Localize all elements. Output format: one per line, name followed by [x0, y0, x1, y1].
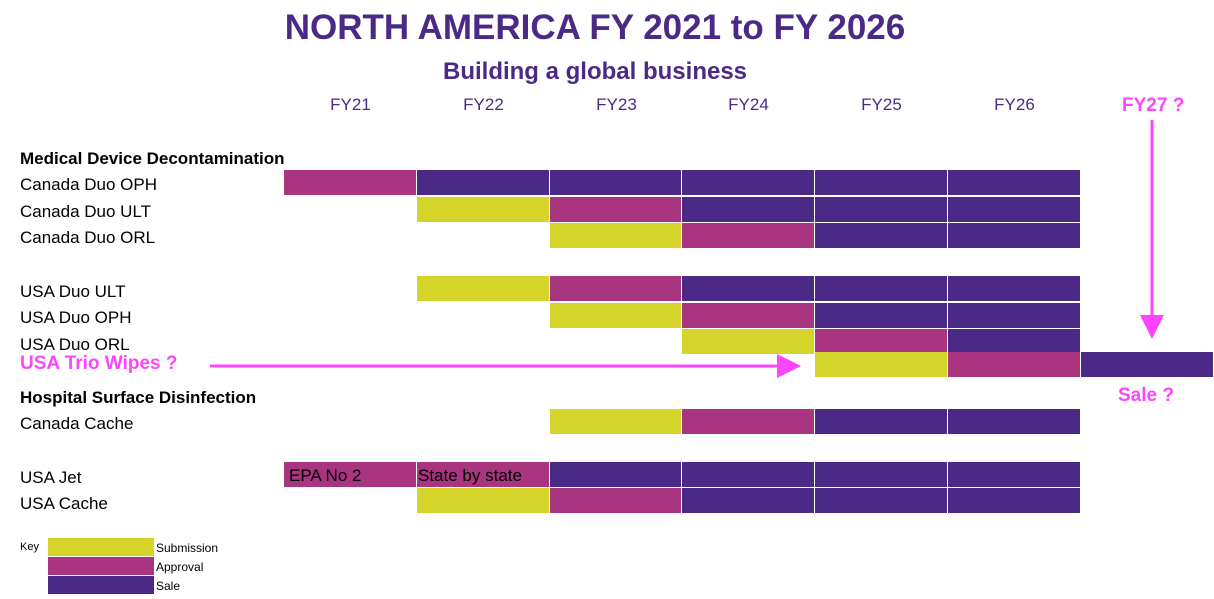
timeline-cell-submission	[550, 303, 682, 329]
timeline-cell-sale	[417, 170, 550, 196]
year-header-fy21: FY21	[330, 95, 371, 114]
timeline-cell-submission	[815, 352, 948, 378]
key-swatch-submission	[48, 538, 154, 556]
key-swatch-approval	[48, 557, 154, 575]
timeline-cell-sale	[682, 197, 815, 223]
page-title: NORTH AMERICA FY 2021 to FY 2026	[284, 8, 906, 47]
timeline-cell-sale	[682, 488, 815, 514]
year-header-fy26: FY26	[994, 95, 1035, 114]
section-medical-device: Medical Device Decontamination	[20, 149, 285, 168]
page-subtitle: Building a global business	[442, 58, 748, 85]
row-label-canada-duo-ult: Canada Duo ULT	[20, 202, 152, 221]
row-label-usa-jet: USA Jet	[20, 468, 82, 487]
usa-trio-wipes-label: USA Trio Wipes ?	[20, 353, 178, 374]
timeline-cell-sale	[948, 409, 1081, 435]
timeline-cell-approval	[550, 488, 682, 514]
timeline-cell-sale	[815, 276, 948, 302]
timeline-cell-sale	[682, 462, 815, 488]
year-header-fy23: FY23	[596, 95, 637, 114]
timeline-cell-submission	[550, 409, 682, 435]
timeline-cell-submission	[682, 329, 815, 355]
timeline-cell-sale	[948, 462, 1081, 488]
timeline-cell-submission	[417, 488, 550, 514]
year-header-fy22: FY22	[463, 95, 504, 114]
row-label-canada-duo-oph: Canada Duo OPH	[20, 175, 158, 194]
timeline-cell-approval	[550, 276, 682, 302]
timeline-cell-sale	[948, 276, 1081, 302]
timeline-cell-approval	[284, 170, 417, 196]
section-hospital-surface: Hospital Surface Disinfection	[20, 388, 257, 407]
timeline-cell-sale	[815, 197, 948, 223]
fy27-label: FY27 ?	[1122, 95, 1185, 116]
key-label: Key	[20, 541, 39, 553]
key-text-approval: Approval	[156, 560, 204, 574]
row-label-usa-duo-orl: USA Duo ORL	[20, 335, 130, 354]
timeline-cell-sale	[815, 170, 948, 196]
row-label-canada-duo-orl: Canada Duo ORL	[20, 228, 156, 247]
timeline-cell-submission	[417, 197, 550, 223]
row-label-usa-cache: USA Cache	[20, 494, 108, 513]
timeline-cell-approval	[682, 223, 815, 249]
key-text-submission: Submission	[156, 541, 219, 555]
cell-text-epa: EPA No 2	[289, 466, 362, 485]
timeline-cell-approval	[948, 352, 1081, 378]
timeline-cell-sale	[948, 223, 1081, 249]
timeline-cell-sale	[682, 170, 815, 196]
timeline-cell-sale	[550, 462, 682, 488]
timeline-cell-sale	[948, 303, 1081, 329]
cell-text-state: State by state	[418, 466, 522, 485]
timeline-cell-submission	[417, 276, 550, 302]
timeline-cell-sale	[948, 197, 1081, 223]
timeline-cell-sale	[815, 223, 948, 249]
timeline-cell-sale	[682, 276, 815, 302]
timeline-cell-submission	[550, 223, 682, 249]
timeline-cell-sale	[948, 488, 1081, 514]
key-swatch-sale	[48, 576, 154, 594]
timeline-cell-approval	[682, 303, 815, 329]
timeline-cell-approval	[284, 462, 417, 488]
timeline-cell-sale	[550, 170, 682, 196]
row-label-usa-duo-ult: USA Duo ULT	[20, 282, 126, 301]
timeline-cell-sale	[815, 462, 948, 488]
key-text-sale: Sale	[156, 579, 181, 593]
sale-question-label: Sale ?	[1118, 385, 1174, 406]
row-label-canada-cache: Canada Cache	[20, 414, 134, 433]
timeline-cell-sale	[815, 488, 948, 514]
timeline-cell-approval	[682, 409, 815, 435]
timeline-cell-approval	[550, 197, 682, 223]
timeline-cell-sale	[815, 409, 948, 435]
row-label-usa-duo-oph: USA Duo OPH	[20, 308, 132, 327]
timeline-cell-approval	[417, 462, 550, 488]
year-header-fy24: FY24	[728, 95, 769, 114]
timeline-cell-sale	[815, 303, 948, 329]
year-header-fy25: FY25	[861, 95, 902, 114]
timeline-cell-sale	[948, 170, 1081, 196]
